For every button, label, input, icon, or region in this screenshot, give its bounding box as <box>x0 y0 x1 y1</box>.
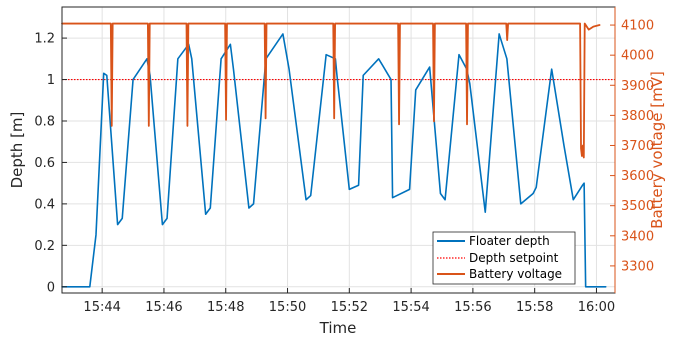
y-right-tick-label: 3800 <box>621 109 654 124</box>
y-left-tick-label: 0.2 <box>34 239 55 254</box>
y-right-tick-label: 3400 <box>621 229 654 244</box>
y-right-tick-label: 3500 <box>621 199 654 214</box>
x-tick-label: 16:00 <box>578 300 615 315</box>
x-tick-label: 15:54 <box>392 300 429 315</box>
y-axis-right-label: Battery voltage [mV] <box>648 71 666 229</box>
x-axis-label: Time <box>319 319 357 337</box>
x-tick-label: 15:58 <box>516 300 553 315</box>
y-left-tick-label: 0.6 <box>34 156 55 171</box>
legend-label-depth: Floater depth <box>469 234 550 248</box>
y-axis-left-label: Depth [m] <box>8 112 26 189</box>
y-right-tick-label: 3300 <box>621 259 654 274</box>
legend-label-battery: Battery voltage <box>469 267 562 281</box>
y-right-tick-label: 3600 <box>621 169 654 184</box>
x-tick-label: 15:46 <box>145 300 182 315</box>
y-right-tick-label: 4000 <box>621 49 654 64</box>
x-tick-label: 15:48 <box>207 300 244 315</box>
x-tick-label: 15:56 <box>454 300 491 315</box>
y-right-tick-label: 3700 <box>621 139 654 154</box>
y-left-tick-label: 0 <box>47 280 55 295</box>
series-line-floater-depth <box>61 33 607 288</box>
x-tick-label: 15:52 <box>331 300 368 315</box>
x-tick-label: 15:50 <box>269 300 306 315</box>
legend-label-setpoint: Depth setpoint <box>469 251 559 265</box>
y-left-tick-label: 1 <box>47 73 55 88</box>
series-layer <box>61 22 615 288</box>
y-right-tick-label: 3900 <box>621 79 654 94</box>
y-left-tick-label: 0.4 <box>34 197 55 212</box>
y-left-tick-label: 1.2 <box>34 32 55 47</box>
tick-layer: 15:44 15:46 15:48 15:50 15:52 15:54 15:56 15:58… <box>34 7 654 315</box>
series-line-battery-voltage <box>61 22 601 159</box>
y-left-tick-label: 0.8 <box>34 114 55 129</box>
legend: Floater depth Depth setpoint Battery vol… <box>432 231 576 285</box>
x-tick-label: 15:44 <box>83 300 120 315</box>
y-right-tick-label: 4100 <box>621 19 654 34</box>
